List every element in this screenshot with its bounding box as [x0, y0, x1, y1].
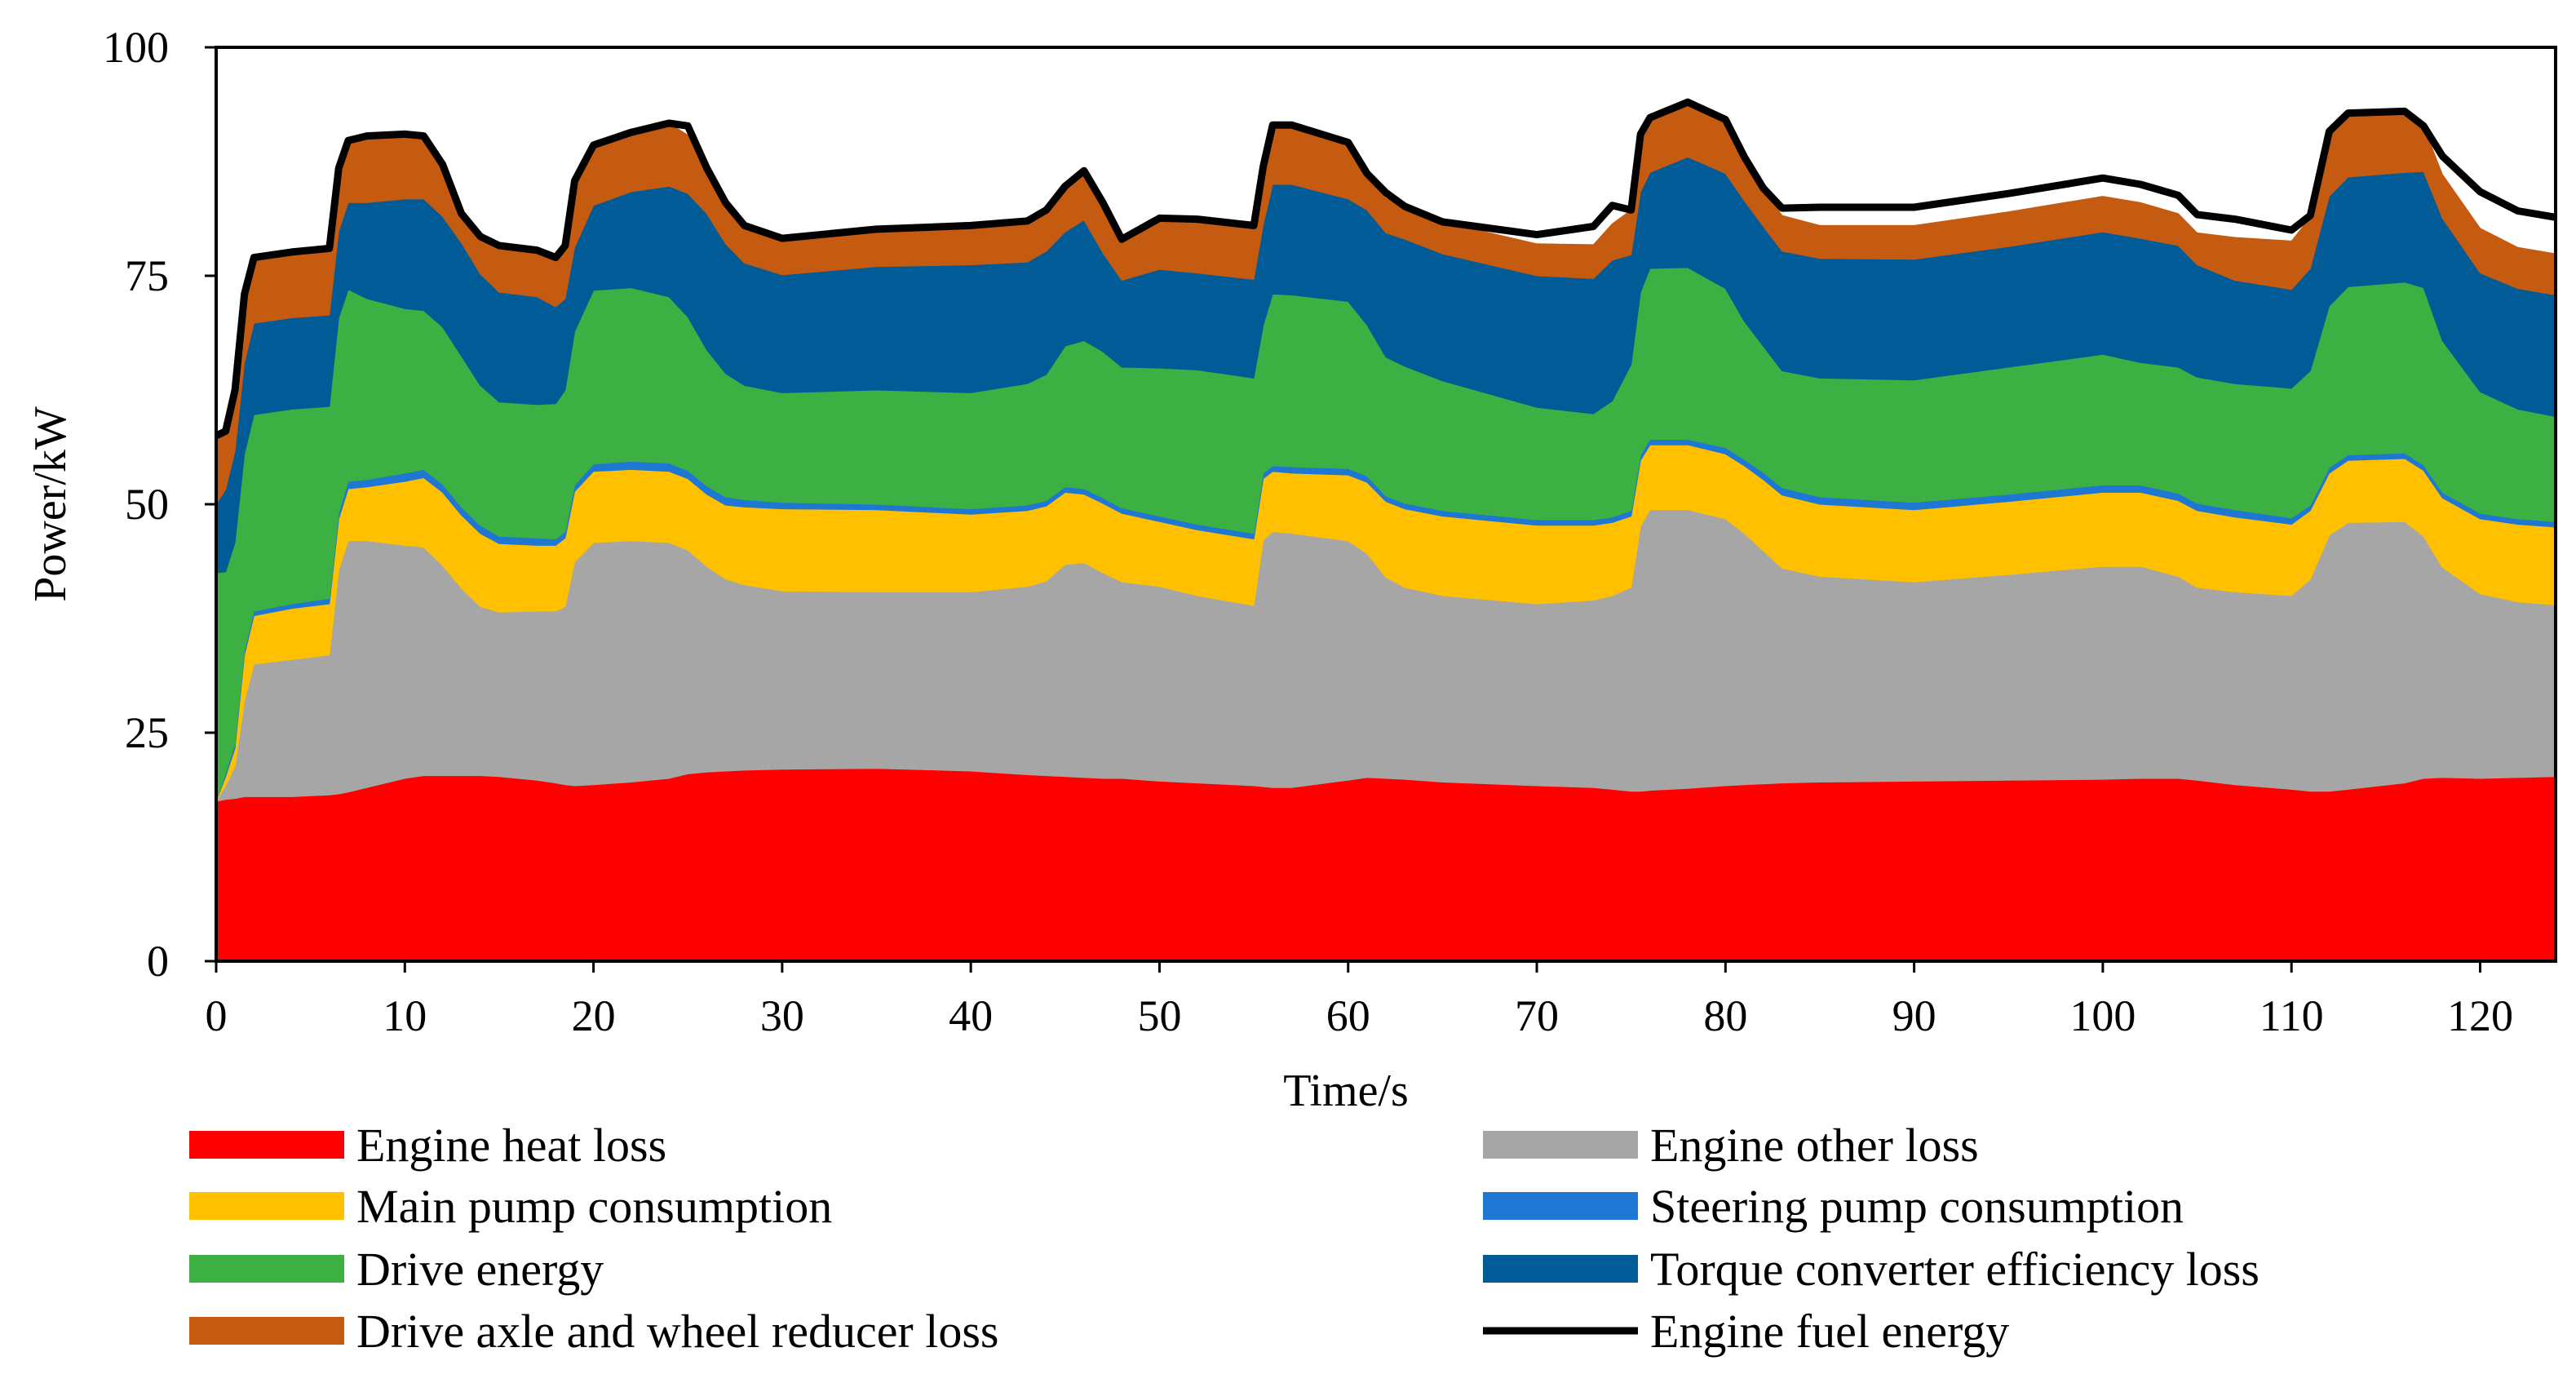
y-axis: 0 25 50 75 100 — [103, 23, 216, 986]
legend-swatch — [1483, 1192, 1638, 1220]
line-engine-fuel-energy — [215, 98, 2556, 440]
legend-item-drive-energy: Drive energy — [189, 1243, 604, 1296]
legend-item-engine-other-loss: Engine other loss — [1483, 1119, 1979, 1172]
legend-item-engine-fuel-energy: Engine fuel energy — [1483, 1305, 2009, 1358]
legend-item-engine-heat-loss: Engine heat loss — [189, 1119, 666, 1172]
y-tick-label: 25 — [125, 708, 169, 757]
x-tick-label: 80 — [1703, 991, 1747, 1040]
x-tick-label: 90 — [1892, 991, 1936, 1040]
y-axis-title: Power/kW — [25, 406, 76, 602]
legend-label: Drive energy — [356, 1243, 604, 1296]
x-tick-label: 40 — [949, 991, 993, 1040]
legend-item-drive-axle-and-wheel-reducer-loss: Drive axle and wheel reducer loss — [189, 1305, 999, 1358]
legend-swatch — [1483, 1255, 1638, 1283]
legend-item-torque-converter-efficiency-loss: Torque converter efficiency loss — [1483, 1243, 2260, 1296]
y-tick-label: 0 — [147, 937, 169, 986]
plot-areas — [215, 101, 2556, 962]
legend-item-main-pump-consumption: Main pump consumption — [189, 1180, 832, 1233]
x-tick-label: 10 — [383, 991, 427, 1040]
x-tick-label: 50 — [1137, 991, 1181, 1040]
y-tick-label: 50 — [125, 480, 169, 529]
y-tick-label: 75 — [125, 251, 169, 300]
legend-label: Drive axle and wheel reducer loss — [356, 1305, 999, 1358]
legend-label: Steering pump consumption — [1650, 1180, 2184, 1233]
legend-label: Engine fuel energy — [1650, 1305, 2009, 1358]
legend-swatch — [189, 1131, 344, 1159]
x-tick-label: 70 — [1515, 991, 1559, 1040]
x-tick-label: 20 — [572, 991, 616, 1040]
legend-swatch — [189, 1255, 344, 1283]
x-tick-label: 120 — [2447, 991, 2513, 1040]
x-tick-label: 60 — [1326, 991, 1370, 1040]
x-tick-label: 110 — [2260, 991, 2324, 1040]
legend-label: Engine other loss — [1650, 1119, 1979, 1172]
y-tick-label: 100 — [103, 23, 169, 72]
x-tick-label: 0 — [206, 991, 228, 1040]
area-engine-heat-loss — [215, 768, 2556, 962]
legend-label: Main pump consumption — [356, 1180, 832, 1233]
legend: Engine heat loss Engine other loss Main pu… — [189, 1119, 2260, 1358]
legend-swatch — [1483, 1131, 1638, 1159]
legend-label: Engine heat loss — [356, 1119, 666, 1172]
legend-label: Torque converter efficiency loss — [1650, 1243, 2260, 1296]
x-axis: 0 10 20 30 40 50 60 70 80 90 100 110 120 — [206, 961, 2513, 1040]
x-tick-label: 100 — [2069, 991, 2136, 1040]
x-axis-title: Time/s — [1283, 1066, 1409, 1116]
x-tick-label: 30 — [760, 991, 804, 1040]
legend-item-steering-pump-consumption: Steering pump consumption — [1483, 1180, 2184, 1233]
legend-swatch — [189, 1317, 344, 1345]
plot-line — [215, 98, 2556, 440]
legend-swatch — [189, 1192, 344, 1220]
